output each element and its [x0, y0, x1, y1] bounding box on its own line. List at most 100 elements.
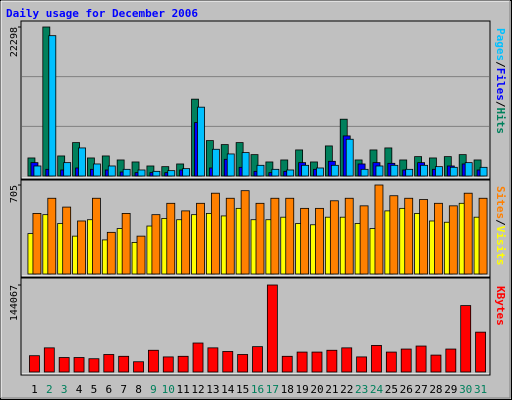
bar — [29, 355, 40, 373]
panel — [20, 20, 491, 180]
y-tick-label: 705 — [9, 185, 20, 203]
x-tick-label: 8 — [135, 383, 142, 396]
bar — [121, 213, 131, 275]
bar — [118, 355, 130, 373]
y-tick-label: 144067 — [9, 285, 20, 321]
bar — [166, 202, 176, 275]
x-tick-label: 26 — [400, 383, 413, 396]
bar — [211, 148, 220, 177]
bar — [415, 345, 427, 373]
legend-entry: Sites — [494, 186, 507, 219]
bar — [435, 166, 443, 177]
bar — [162, 356, 174, 373]
x-tick-label: 20 — [310, 383, 323, 396]
x-tick-label: 23 — [355, 383, 368, 396]
bar — [133, 361, 144, 373]
bar — [148, 349, 159, 373]
x-tick-label: 15 — [236, 383, 249, 396]
bar — [207, 347, 219, 373]
x-tick-label: 31 — [474, 383, 487, 396]
legend-entry: KBytes — [494, 286, 507, 326]
bar — [271, 168, 280, 177]
bar — [210, 192, 220, 275]
bar — [106, 231, 116, 275]
bar — [192, 342, 204, 373]
bar — [445, 348, 457, 373]
bar — [460, 305, 472, 373]
x-tick-label: 24 — [370, 383, 384, 396]
x-tick-label: 11 — [177, 383, 190, 396]
x-tick-label: 22 — [340, 383, 353, 396]
bar — [420, 164, 428, 177]
bar — [78, 147, 86, 177]
bar — [375, 165, 384, 177]
bar — [33, 165, 42, 177]
bar — [92, 197, 101, 275]
bar — [47, 197, 57, 275]
bar — [137, 169, 146, 177]
x-tick-label: 3 — [61, 383, 68, 396]
bar — [63, 162, 72, 177]
bar — [286, 169, 295, 177]
bar — [177, 355, 189, 373]
x-tick-label: 27 — [414, 383, 427, 396]
legend-separator: / — [494, 101, 507, 108]
bar — [400, 348, 412, 373]
x-tick-label: 29 — [444, 383, 457, 396]
bar — [240, 190, 250, 275]
bar — [151, 214, 161, 275]
legend-entry: Pages — [494, 28, 507, 61]
bar — [475, 331, 486, 373]
bar — [167, 170, 176, 177]
bar — [225, 197, 235, 275]
bar — [256, 164, 265, 177]
y-tick-label: 22298 — [9, 27, 20, 57]
bar — [341, 347, 353, 373]
bar — [241, 152, 250, 177]
bar — [329, 200, 339, 275]
bar — [77, 220, 86, 275]
bar — [136, 235, 146, 275]
bar — [311, 351, 323, 373]
bar — [181, 210, 191, 275]
bar — [237, 354, 249, 373]
bar — [478, 197, 488, 275]
chart-title: Daily usage for December 2006 — [6, 7, 198, 20]
x-tick-label: 21 — [325, 383, 338, 396]
x-tick-label: 18 — [281, 383, 294, 396]
bar — [48, 35, 57, 177]
bar — [281, 355, 293, 373]
legend-entry: Visits — [494, 226, 507, 266]
legend-entry: Files — [494, 68, 507, 101]
x-tick-label: 6 — [105, 383, 112, 396]
x-tick-label: 16 — [251, 383, 264, 396]
bar — [430, 354, 442, 373]
bar — [316, 167, 324, 177]
legend-separator: / — [494, 219, 507, 226]
x-tick-label: 4 — [76, 383, 83, 396]
x-tick-label: 19 — [295, 383, 308, 396]
bar — [405, 168, 414, 177]
bar — [196, 202, 205, 275]
bar — [360, 168, 369, 177]
bar — [122, 168, 131, 177]
legend: Sites/Visits — [494, 186, 507, 266]
bar — [315, 207, 324, 275]
x-tick-label: 12 — [191, 383, 204, 396]
legend-entry: Hits — [494, 108, 507, 135]
x-tick-label: 25 — [385, 383, 398, 396]
bar — [464, 162, 473, 177]
bar — [62, 206, 72, 275]
bar — [345, 138, 354, 177]
bar — [389, 195, 399, 275]
bar — [222, 351, 234, 373]
bar — [93, 163, 101, 177]
bar — [58, 357, 70, 373]
legend-separator: / — [494, 61, 507, 68]
bar — [73, 357, 85, 373]
bar — [88, 358, 100, 373]
x-tick-label: 17 — [266, 383, 279, 396]
x-tick-label: 7 — [120, 383, 127, 396]
bar — [449, 166, 458, 177]
